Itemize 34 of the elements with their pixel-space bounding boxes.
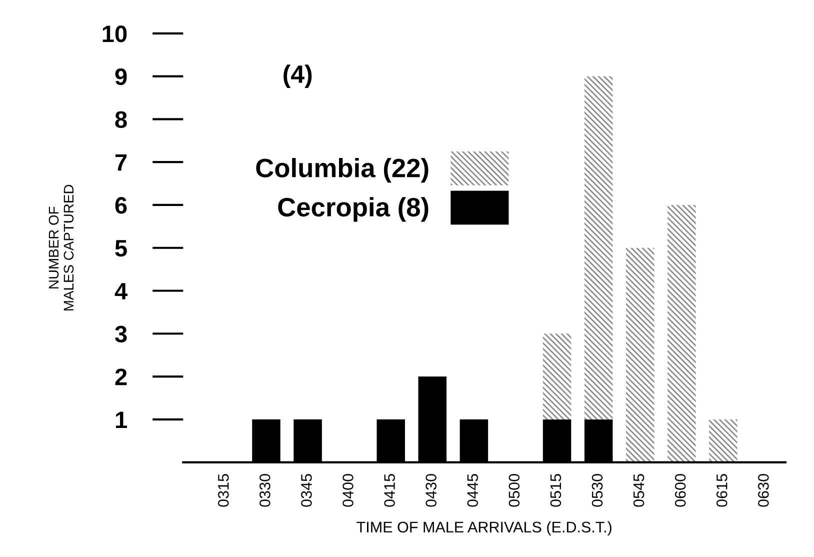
y-tick-label: 3 [115, 326, 127, 342]
x-tick-label: 0630 [758, 474, 769, 507]
y-tick-label: 1 [116, 412, 127, 428]
x-tick-label: 0430 [426, 474, 437, 507]
legend-label: Columbia (22) [256, 158, 428, 183]
y-tick-label: 2 [115, 368, 127, 386]
x-tick-label: 0415 [384, 474, 395, 507]
bar [626, 248, 654, 462]
annotation: (4) [284, 64, 312, 88]
y-tick-label: 6 [115, 197, 127, 214]
y-tick-label: 7 [115, 154, 127, 171]
x-tick-label: 0315 [218, 474, 229, 507]
bar [584, 76, 613, 420]
x-tick-label: 0400 [342, 474, 354, 507]
y-axis-title: NUMBER OF MALES CAPTURED [48, 184, 74, 310]
legend-label: Cecropia (8) [278, 197, 428, 222]
y-tick-label: 4 [114, 283, 128, 300]
x-tick-label: 0545 [633, 474, 644, 507]
bar [709, 419, 738, 462]
x-axis-title: TIME OF MALE ARRIVALS (E.D.S.T.) [356, 521, 612, 536]
y-tick-label: 9 [115, 68, 127, 86]
bar [668, 204, 696, 462]
y-tick-label: 10 [102, 25, 127, 42]
x-tick-label: 0445 [467, 474, 478, 507]
x-tick-label: 0330 [260, 474, 270, 507]
x-tick-label: 0500 [508, 474, 520, 507]
x-tick-label: 0530 [592, 474, 603, 507]
y-tick-label: 5 [115, 240, 127, 257]
x-tick-label: 0600 [674, 474, 686, 507]
y-tick-label: 8 [115, 111, 127, 128]
bar [542, 334, 572, 420]
x-tick-label: 0615 [716, 474, 728, 507]
x-tick-label: 0515 [550, 474, 562, 507]
x-tick-label: 0345 [301, 474, 312, 507]
